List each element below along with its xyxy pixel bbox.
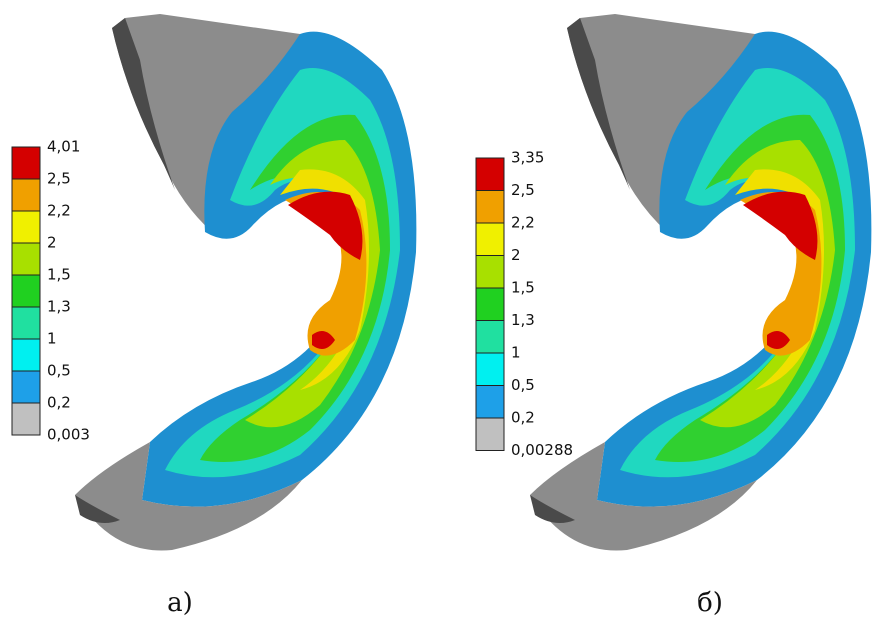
legend-swatch xyxy=(11,338,41,372)
caption: а) xyxy=(167,588,193,618)
legend-label: 4,01 xyxy=(47,138,80,156)
legend-label: 0,5 xyxy=(47,362,71,380)
legend-swatch xyxy=(11,402,41,436)
legend-swatch xyxy=(475,320,505,354)
legend-swatch xyxy=(11,178,41,212)
legend-label: 0,2 xyxy=(511,409,535,427)
legend-label: 2 xyxy=(47,234,57,252)
legend-label: 1,3 xyxy=(47,298,71,316)
legend-swatch xyxy=(475,157,505,191)
legend-swatch xyxy=(475,222,505,256)
legend-swatch xyxy=(11,146,41,180)
legend-swatch xyxy=(11,370,41,404)
legend-label: 2,5 xyxy=(511,181,535,199)
legend-label: 1 xyxy=(511,344,521,362)
legend-label: 0,5 xyxy=(511,376,535,394)
legend-label: 2,5 xyxy=(47,170,71,188)
legend-swatch xyxy=(11,242,41,276)
legend-label: 1 xyxy=(47,330,57,348)
legend-label: 1,5 xyxy=(511,279,535,297)
legend-swatch xyxy=(11,210,41,244)
legend-swatch xyxy=(475,190,505,224)
legend-swatch xyxy=(475,417,505,451)
legend-swatch xyxy=(475,255,505,289)
legend-label: 0,00288 xyxy=(511,441,573,459)
legend-label: 0,003 xyxy=(47,426,90,444)
legend-label: 1,5 xyxy=(47,266,71,284)
legend-swatch xyxy=(11,306,41,340)
legend-label: 2,2 xyxy=(47,202,71,220)
legend-swatch xyxy=(475,352,505,386)
legend-label: 2 xyxy=(511,246,521,264)
legend-label: 0,2 xyxy=(47,394,71,412)
contour-plot xyxy=(75,14,417,551)
legend-swatch xyxy=(11,274,41,308)
legend-swatch xyxy=(475,385,505,419)
caption: б) xyxy=(697,588,723,618)
legend-label: 3,35 xyxy=(511,149,544,167)
legend-label: 1,3 xyxy=(511,311,535,329)
contour-plot xyxy=(530,14,872,551)
legend-label: 2,2 xyxy=(511,214,535,232)
legend-swatch xyxy=(475,287,505,321)
